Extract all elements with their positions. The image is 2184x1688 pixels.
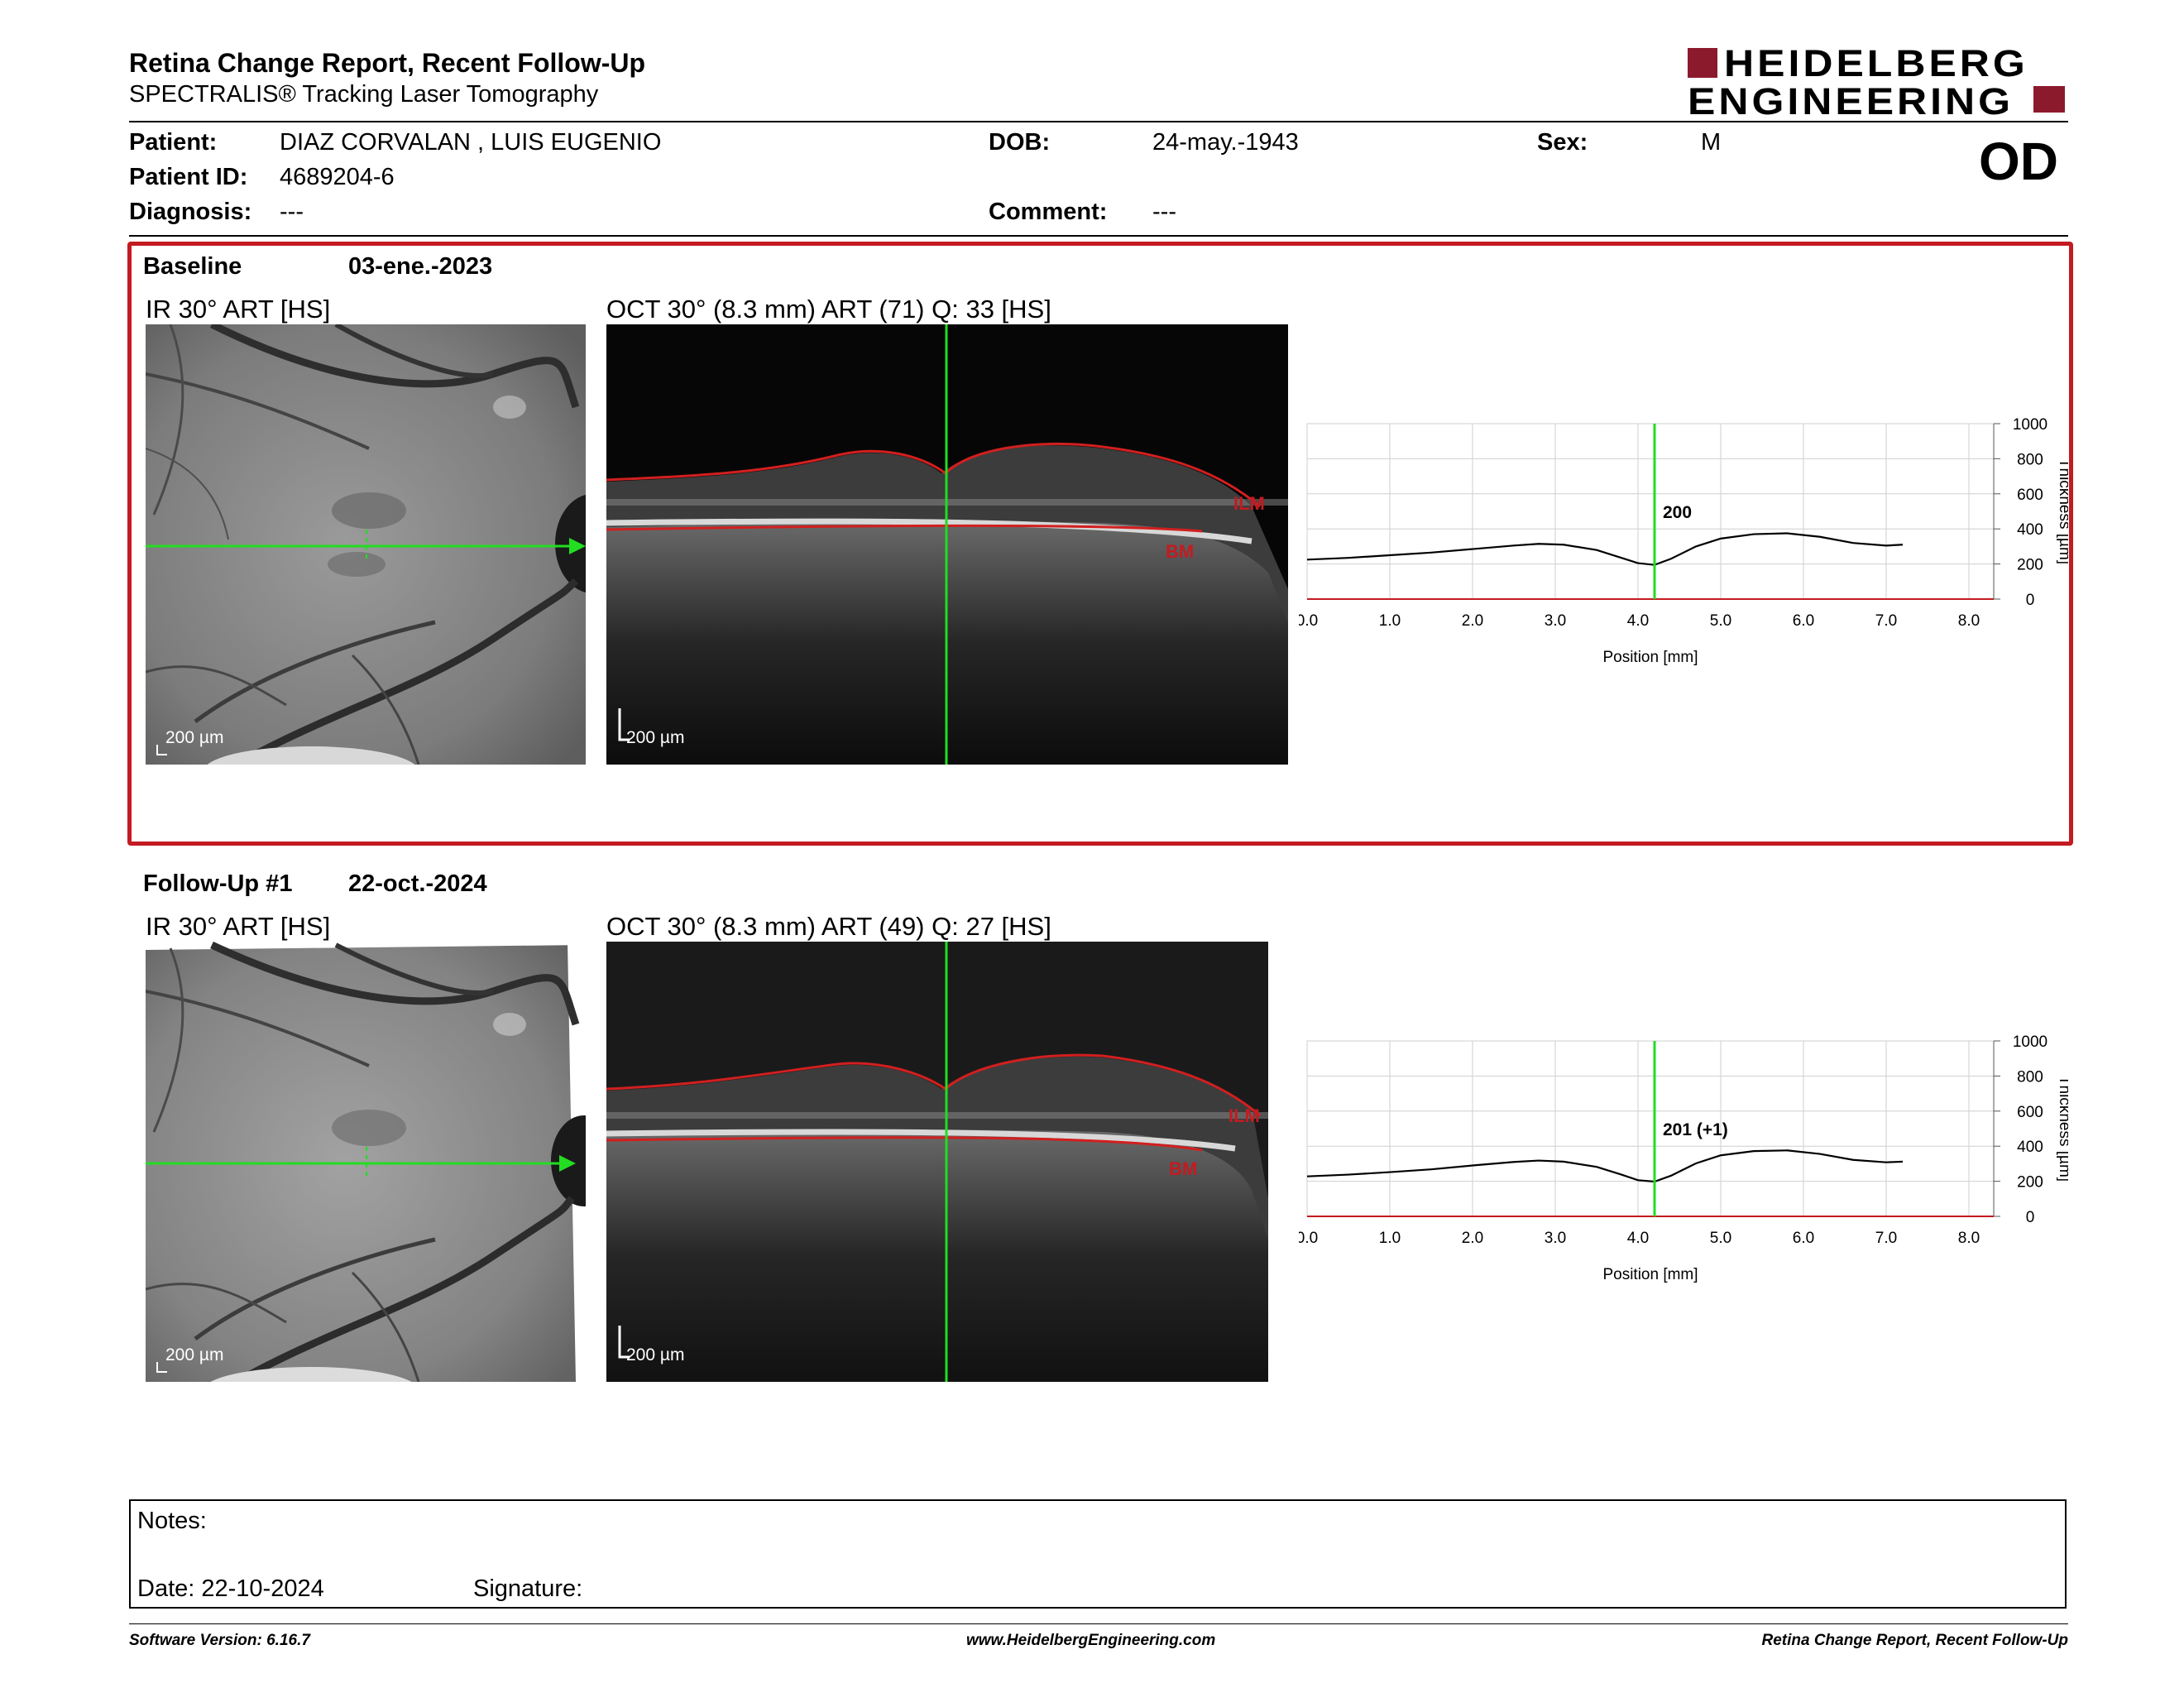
y-tick-label: 200 — [2017, 1174, 2043, 1192]
y-tick-label: 200 — [2017, 557, 2043, 574]
notes-label: Notes: — [137, 1508, 207, 1534]
y-tick-label: 800 — [2017, 451, 2043, 468]
x-tick-label: 5.0 — [1710, 612, 1731, 630]
plot-area — [1306, 423, 1995, 600]
x-tick-label: 3.0 — [1545, 1230, 1566, 1247]
x-axis-label: Position [mm] — [1602, 1266, 1698, 1283]
baseline-ir-scale: 200 µm — [165, 728, 224, 747]
followup-ir-fundus-image: 200 µm — [146, 942, 586, 1382]
x-axis-label: Position [mm] — [1602, 649, 1698, 666]
baseline-date: 03-ene.-2023 — [348, 253, 493, 280]
y-axis-label: Thickness [µm] — [2056, 458, 2068, 564]
marker-value-label: 201 (+1) — [1663, 1120, 1728, 1139]
notes-date: Date: 22-10-2024 — [137, 1575, 324, 1602]
x-tick-label: 4.0 — [1627, 612, 1649, 630]
footer-software-version: Software Version: 6.16.7 — [129, 1632, 310, 1649]
baseline-bm-label: BM — [1166, 541, 1194, 562]
y-tick-label: 1000 — [2013, 1033, 2048, 1051]
report-subtitle: SPECTRALIS® Tracking Laser Tomography — [129, 81, 599, 108]
x-tick-label: 7.0 — [1875, 612, 1897, 630]
diagnosis-label: Diagnosis: — [129, 199, 252, 225]
followup-oct-label: OCT 30° (8.3 mm) ART (49) Q: 27 [HS] — [606, 912, 1051, 941]
report-title: Retina Change Report, Recent Follow-Up — [129, 48, 646, 78]
logo-line1: HEIDELBERG — [1724, 42, 2028, 84]
signature-label: Signature: — [473, 1575, 583, 1602]
baseline-title: Baseline — [143, 253, 242, 280]
y-tick-label: 600 — [2017, 487, 2043, 504]
baseline-ir-label: IR 30° ART [HS] — [146, 295, 331, 324]
y-tick-label: 0 — [2026, 592, 2035, 609]
baseline-oct-bscan-image: ILM BM 200 µm — [606, 324, 1288, 765]
patient-id: 4689204-6 — [280, 164, 395, 190]
baseline-highlight-box — [127, 242, 2073, 846]
y-tick-label: 1000 — [2013, 416, 2048, 434]
baseline-ilm-label: ILM — [1233, 493, 1265, 514]
patient-label: Patient: — [129, 129, 218, 156]
footer-website: www.HeidelbergEngineering.com — [966, 1632, 1216, 1649]
y-tick-label: 0 — [2026, 1209, 2035, 1226]
y-tick-label: 400 — [2017, 521, 2043, 539]
x-tick-label: 6.0 — [1793, 612, 1814, 630]
x-tick-label: 0.0 — [1299, 1230, 1318, 1247]
comment-value: --- — [1152, 199, 1176, 225]
baseline-ir-fundus-image: 200 µm — [146, 324, 586, 765]
thickness-series-line — [1306, 532, 1904, 566]
dob-label: DOB: — [989, 129, 1051, 156]
x-tick-label: 2.0 — [1462, 1230, 1483, 1247]
patient-id-label: Patient ID: — [129, 164, 248, 190]
thickness-chart-svg: 0.0 1.0 2.0 3.0 4.0 5.0 6.0 7.0 8.0 0 200 400 600 800… — [1299, 1033, 2068, 1283]
followup-ir-scale: 200 µm — [165, 1345, 224, 1364]
followup-thickness-plot: 0.0 1.0 2.0 3.0 4.0 5.0 6.0 7.0 8.0 0 200 400 600 800… — [1299, 1029, 2068, 1311]
thickness-series-line — [1306, 1149, 1904, 1183]
baseline-thickness-plot: 0.0 1.0 2.0 3.0 4.0 5.0 6.0 7.0 8.0 0 200 400 600 800… — [1299, 412, 2068, 693]
x-tick-label: 0.0 — [1299, 612, 1318, 630]
footer-report-name: Retina Change Report, Recent Follow-Up — [1761, 1632, 2068, 1649]
y-tick-label: 800 — [2017, 1068, 2043, 1086]
followup-ir-label: IR 30° ART [HS] — [146, 912, 331, 941]
followup-ilm-label: ILM — [1228, 1105, 1260, 1126]
comment-label: Comment: — [989, 199, 1108, 225]
thickness-chart-svg: 0.0 1.0 2.0 3.0 4.0 5.0 6.0 7.0 8.0 0 200 400 600 800… — [1299, 416, 2068, 666]
x-tick-label: 2.0 — [1462, 612, 1483, 630]
followup-bm-label: BM — [1169, 1158, 1197, 1179]
logo-line2: ENGINEERING — [1688, 80, 2014, 122]
y-tick-label: 400 — [2017, 1139, 2043, 1156]
followup-oct-bscan-image: ILM BM 200 µm — [606, 942, 1288, 1382]
x-tick-label: 3.0 — [1545, 612, 1566, 630]
y-tick-label: 600 — [2017, 1104, 2043, 1121]
baseline-oct-label: OCT 30° (8.3 mm) ART (71) Q: 33 [HS] — [606, 295, 1051, 324]
dob-value: 24-may.-1943 — [1152, 129, 1299, 156]
x-tick-label: 1.0 — [1379, 612, 1401, 630]
plot-area — [1306, 1040, 1995, 1217]
sex-value: M — [1701, 129, 1722, 156]
x-tick-label: 8.0 — [1958, 612, 1980, 630]
x-tick-label: 1.0 — [1379, 1230, 1401, 1247]
followup-title: Follow-Up #1 — [143, 870, 293, 897]
x-tick-label: 6.0 — [1793, 1230, 1814, 1247]
diagnosis-value: --- — [280, 199, 304, 225]
sex-label: Sex: — [1537, 129, 1588, 156]
followup-oct-scale: 200 µm — [626, 1345, 685, 1364]
followup-date: 22-oct.-2024 — [348, 870, 487, 897]
y-axis-label: Thickness [µm] — [2056, 1076, 2068, 1182]
x-tick-label: 8.0 — [1958, 1230, 1980, 1247]
notes-box: Notes: Date: 22-10-2024 Signature: — [129, 1499, 2067, 1609]
baseline-oct-scale: 200 µm — [626, 728, 685, 747]
x-tick-label: 5.0 — [1710, 1230, 1731, 1247]
patient-name: DIAZ CORVALAN , LUIS EUGENIO — [280, 129, 662, 156]
marker-value-label: 200 — [1663, 503, 1692, 522]
x-tick-label: 4.0 — [1627, 1230, 1649, 1247]
eye-indicator: OD — [1979, 132, 2058, 191]
x-tick-label: 7.0 — [1875, 1230, 1897, 1247]
